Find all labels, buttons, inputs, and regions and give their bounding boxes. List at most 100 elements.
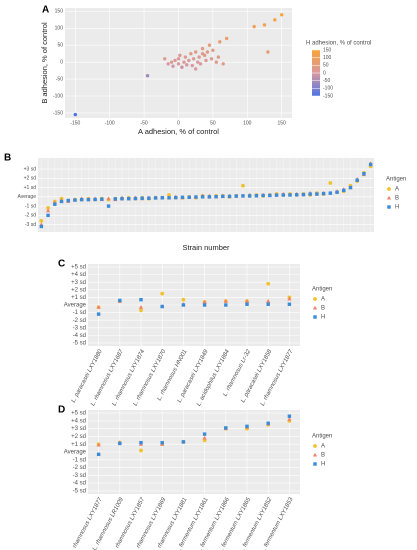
point xyxy=(214,194,218,199)
point xyxy=(224,303,228,307)
legend-swatch xyxy=(387,205,391,209)
point xyxy=(244,298,250,303)
point xyxy=(266,421,270,425)
point xyxy=(45,208,51,213)
point xyxy=(202,299,207,304)
y-tick-label: -3 sd xyxy=(73,325,86,331)
x-tick-label: 150 xyxy=(278,120,287,126)
x-tick-label: 50 xyxy=(210,120,216,126)
point xyxy=(106,204,111,208)
point xyxy=(241,194,245,198)
legend-title: Antigen xyxy=(312,287,332,293)
x-axis-label: A adhesion, % of control xyxy=(138,127,219,136)
point xyxy=(189,51,193,56)
y-tick-label: 50 xyxy=(57,43,63,49)
point xyxy=(120,196,124,201)
point xyxy=(145,73,150,78)
point xyxy=(266,50,270,54)
point xyxy=(187,58,191,63)
y-tick-label: +5 sd xyxy=(71,411,86,417)
point xyxy=(355,178,359,182)
y-tick-label: -1 sd xyxy=(73,310,86,316)
point xyxy=(223,298,228,303)
point xyxy=(166,62,170,66)
y-tick-label: -100 xyxy=(53,93,63,99)
y-axis-label: B adhesion, % of control xyxy=(40,22,49,104)
point xyxy=(96,304,101,309)
point xyxy=(335,190,339,194)
legend-label: B xyxy=(321,453,325,459)
point xyxy=(139,448,143,453)
point xyxy=(167,196,171,200)
point xyxy=(100,197,104,201)
point xyxy=(274,193,279,197)
y-tick-label: +2 sd xyxy=(24,176,37,182)
y-tick-label: +1 sd xyxy=(24,185,37,191)
point xyxy=(241,183,245,188)
point xyxy=(160,196,165,200)
point xyxy=(328,181,333,185)
point xyxy=(281,193,285,197)
point xyxy=(211,48,215,53)
point xyxy=(362,172,366,176)
point xyxy=(59,199,64,204)
point xyxy=(140,196,144,200)
legend-swatch xyxy=(387,187,391,191)
point xyxy=(328,191,333,195)
point xyxy=(39,224,44,229)
point xyxy=(147,196,151,200)
point xyxy=(39,219,44,223)
point xyxy=(287,417,292,421)
point xyxy=(207,195,212,199)
point xyxy=(221,62,225,66)
point xyxy=(193,67,198,71)
point xyxy=(181,440,186,444)
x-tick-label: -50 xyxy=(140,120,147,126)
point xyxy=(287,302,292,306)
point xyxy=(279,13,284,17)
panel-label: A xyxy=(42,5,49,16)
point xyxy=(46,206,50,210)
point xyxy=(73,112,78,117)
point xyxy=(79,197,84,202)
y-tick-label: -150 xyxy=(53,110,63,116)
y-tick-label: +2 sd xyxy=(71,287,86,293)
y-tick-label: 0 xyxy=(60,59,63,65)
panel-label: B xyxy=(4,153,11,164)
point xyxy=(216,55,221,59)
point xyxy=(139,440,143,445)
point xyxy=(182,60,186,64)
legend-swatch xyxy=(313,444,317,448)
legend-title: Antigen xyxy=(386,177,406,183)
point xyxy=(127,196,131,201)
point xyxy=(176,57,181,61)
point xyxy=(133,196,138,201)
point xyxy=(342,188,346,193)
point xyxy=(167,193,171,197)
y-tick-label: +3 sd xyxy=(24,166,37,172)
point xyxy=(348,185,353,190)
colorbar-label: -150 xyxy=(323,93,333,99)
point xyxy=(191,57,196,61)
y-tick-label: +4 sd xyxy=(71,272,86,278)
y-tick-label: -5 sd xyxy=(73,488,86,494)
point xyxy=(139,308,143,313)
panel-label: D xyxy=(58,405,65,416)
point xyxy=(118,298,122,303)
point xyxy=(221,194,225,199)
x-axis-label: Strain number xyxy=(182,243,230,252)
point xyxy=(287,296,292,301)
point xyxy=(198,62,203,66)
point xyxy=(262,23,267,27)
point xyxy=(200,51,205,56)
legend-label: A xyxy=(321,297,325,303)
point xyxy=(224,426,228,430)
legend-swatch xyxy=(313,297,317,301)
point xyxy=(163,57,167,61)
point xyxy=(73,198,77,202)
point xyxy=(202,435,207,440)
y-tick-label: -1 sd xyxy=(73,457,86,463)
y-tick-label: 100 xyxy=(55,26,64,32)
colorbar-label: -50 xyxy=(323,78,330,84)
point xyxy=(53,202,57,206)
